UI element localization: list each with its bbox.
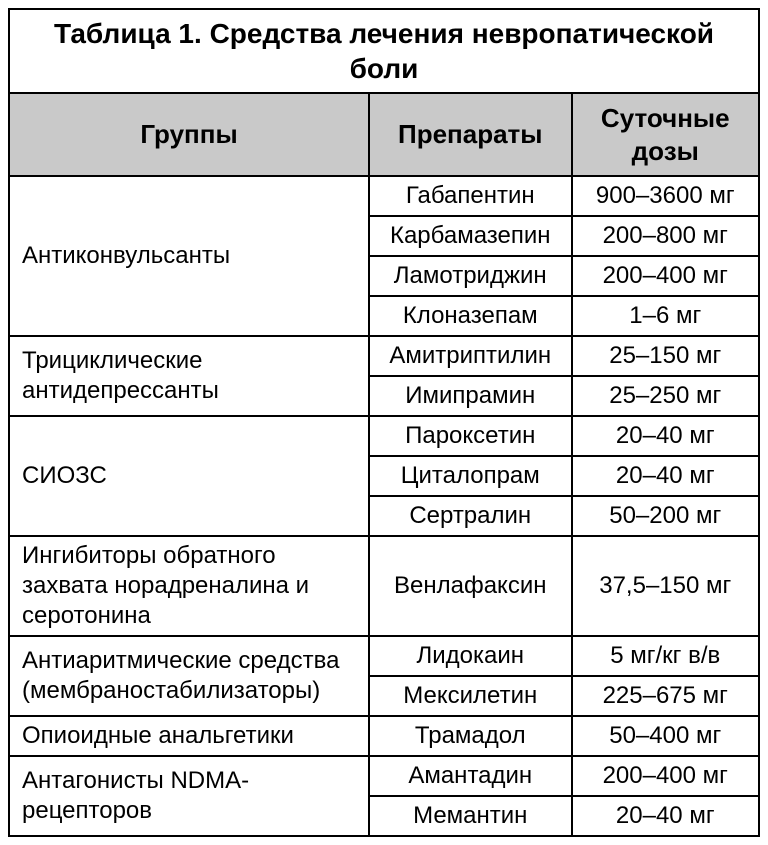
drug-cell: Трамадол	[369, 716, 572, 756]
header-row: Группы Препараты Суточные дозы	[9, 93, 759, 176]
drug-cell: Лидокаин	[369, 636, 572, 676]
dose-cell: 25–250 мг	[572, 376, 760, 416]
group-cell: СИОЗС	[9, 416, 369, 536]
table-title: Таблица 1. Средства лечения невропатичес…	[9, 9, 759, 93]
dose-cell: 1–6 мг	[572, 296, 760, 336]
dose-cell: 20–40 мг	[572, 456, 760, 496]
dose-cell: 25–150 мг	[572, 336, 760, 376]
dose-cell: 50–400 мг	[572, 716, 760, 756]
drug-cell: Имипрамин	[369, 376, 572, 416]
dose-cell: 200–400 мг	[572, 256, 760, 296]
drug-cell: Габапентин	[369, 176, 572, 216]
group-cell: Трициклические антидепрессанты	[9, 336, 369, 416]
dose-cell: 50–200 мг	[572, 496, 760, 536]
table-body: АнтиконвульсантыГабапентин900–3600 мгКар…	[9, 176, 759, 836]
drug-cell: Венлафаксин	[369, 536, 572, 636]
dose-cell: 20–40 мг	[572, 416, 760, 456]
drug-cell: Пароксетин	[369, 416, 572, 456]
col-groups: Группы	[9, 93, 369, 176]
table-row: Антиаритмические средства (мембраностаби…	[9, 636, 759, 676]
dose-cell: 200–800 мг	[572, 216, 760, 256]
table-row: Опиоидные анальгетикиТрамадол50–400 мг	[9, 716, 759, 756]
drug-cell: Амитриптилин	[369, 336, 572, 376]
drug-cell: Сертралин	[369, 496, 572, 536]
group-cell: Ингибиторы обратного захвата норадренали…	[9, 536, 369, 636]
dose-cell: 900–3600 мг	[572, 176, 760, 216]
dose-cell: 200–400 мг	[572, 756, 760, 796]
table-row: Антагонисты NDMA-рецепторовАмантадин200–…	[9, 756, 759, 796]
group-cell: Опиоидные анальгетики	[9, 716, 369, 756]
drug-cell: Карбамазепин	[369, 216, 572, 256]
drug-cell: Ламотриджин	[369, 256, 572, 296]
drug-cell: Амантадин	[369, 756, 572, 796]
table-row: Ингибиторы обратного захвата норадренали…	[9, 536, 759, 636]
group-cell: Антиконвульсанты	[9, 176, 369, 336]
col-drugs: Препараты	[369, 93, 572, 176]
table-row: Трициклические антидепрессантыАмитриптил…	[9, 336, 759, 376]
drug-cell: Мемантин	[369, 796, 572, 836]
dose-cell: 5 мг/кг в/в	[572, 636, 760, 676]
col-doses: Суточные дозы	[572, 93, 760, 176]
dose-cell: 37,5–150 мг	[572, 536, 760, 636]
group-cell: Антагонисты NDMA-рецепторов	[9, 756, 369, 836]
drug-cell: Циталопрам	[369, 456, 572, 496]
medication-table: Таблица 1. Средства лечения невропатичес…	[8, 8, 760, 837]
drug-cell: Мексилетин	[369, 676, 572, 716]
table-row: АнтиконвульсантыГабапентин900–3600 мг	[9, 176, 759, 216]
drug-cell: Клоназепам	[369, 296, 572, 336]
dose-cell: 20–40 мг	[572, 796, 760, 836]
group-cell: Антиаритмические средства (мембраностаби…	[9, 636, 369, 716]
dose-cell: 225–675 мг	[572, 676, 760, 716]
table-row: СИОЗСПароксетин20–40 мг	[9, 416, 759, 456]
